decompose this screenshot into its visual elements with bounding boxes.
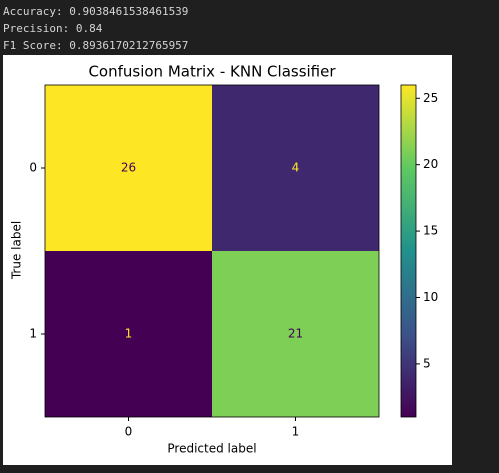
x-tick-label: 1 [292, 425, 300, 439]
cell-label: 21 [288, 327, 303, 341]
y-tick-label: 0 [29, 161, 37, 175]
cell [45, 85, 212, 251]
colorbar-tick-label: 15 [423, 224, 438, 238]
colorbar-tick-label: 25 [423, 91, 438, 105]
output-line: F1 Score: 0.8936170212765957 [3, 39, 189, 52]
cell [212, 85, 379, 251]
colorbar-tick-label: 20 [423, 157, 438, 171]
chart-title: Confusion Matrix - KNN Classifier [88, 63, 336, 81]
output-line: Accuracy: 0.9038461538461539 [3, 5, 189, 18]
colorbar [400, 84, 417, 418]
y-axis-label: True label [10, 221, 24, 280]
cell-label: 1 [125, 327, 133, 341]
x-tick-label: 0 [125, 425, 133, 439]
y-tick-label: 1 [29, 327, 37, 341]
x-axis-label: Predicted label [167, 442, 256, 456]
cell [212, 251, 379, 417]
cell-label: 4 [292, 161, 300, 175]
cell-label: 26 [121, 161, 136, 175]
plot-frame [44, 84, 380, 418]
colorbar-tick-label: 10 [423, 290, 438, 304]
chart: Confusion Matrix - KNN Classifier Predic… [3, 55, 452, 465]
colorbar-tick-label: 5 [423, 356, 431, 370]
output-line: Precision: 0.84 [3, 22, 103, 35]
cell [45, 251, 212, 417]
